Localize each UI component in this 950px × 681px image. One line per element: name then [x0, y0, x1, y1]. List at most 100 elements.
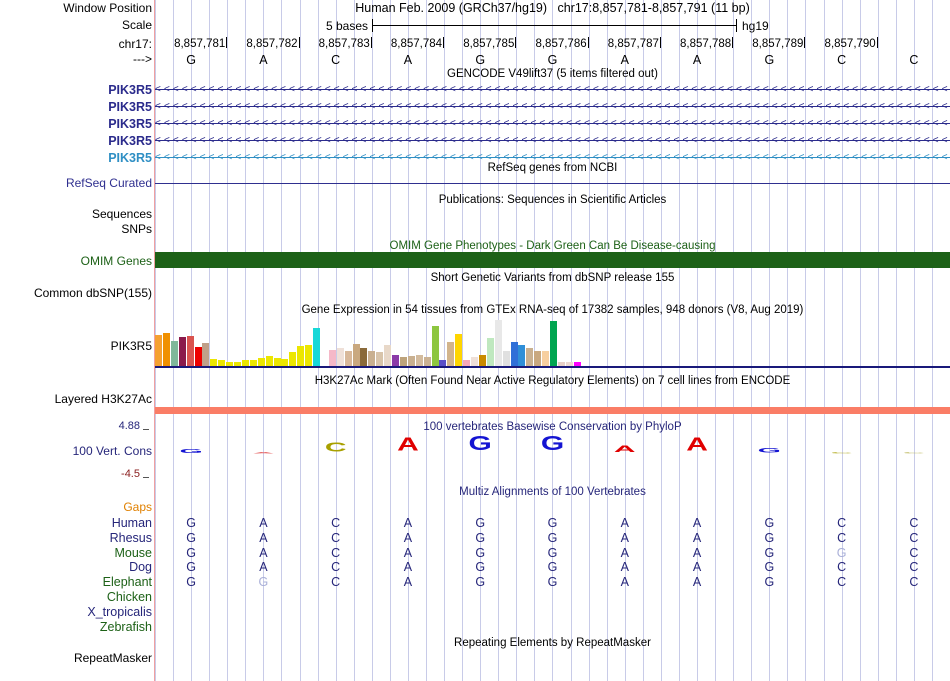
multiz-base: G [475, 560, 486, 574]
gtex-tissue-bar[interactable] [210, 359, 218, 366]
reference-base: A [620, 53, 629, 67]
gtex-bar-group [155, 320, 950, 366]
gtex-tissue-bar[interactable] [344, 351, 352, 366]
gtex-tissue-bar[interactable] [573, 362, 581, 366]
gtex-tissue-bar[interactable] [565, 362, 573, 366]
ruler-coordinate: 8,857,784 [390, 38, 443, 50]
gtex-tissue-bar[interactable] [234, 362, 241, 366]
gtex-tissue-bar[interactable] [368, 351, 376, 366]
gencode-strand-arrows: <<<<<<<<<<<<<<<<<<<<<<<<<<<<<<<<<<<<<<<<… [155, 135, 950, 146]
gtex-tissue-bar[interactable] [289, 352, 297, 366]
gtex-tissue-bar[interactable] [305, 345, 313, 366]
gencode-gene-label[interactable]: PIK3R5 [108, 83, 152, 97]
gtex-tissue-bar[interactable] [297, 346, 305, 366]
gtex-tissue-bar[interactable] [447, 342, 455, 366]
gtex-tissue-bar[interactable] [249, 360, 257, 366]
reference-base: G [547, 53, 558, 67]
gtex-tissue-bar[interactable] [550, 321, 557, 366]
refseq-gene-line[interactable] [155, 183, 950, 184]
gencode-gene-label[interactable]: PIK3R5 [108, 100, 152, 114]
reference-base: G [186, 53, 196, 67]
gtex-tissue-bar[interactable] [439, 360, 447, 366]
gtex-tissue-bar[interactable] [415, 355, 423, 366]
gtex-tissue-bar[interactable] [170, 341, 178, 366]
gtex-tissue-bar[interactable] [399, 357, 407, 366]
multiz-species-label[interactable]: Rhesus [109, 531, 152, 545]
gtex-tissue-bar[interactable] [320, 362, 328, 366]
gencode-gene-label[interactable]: PIK3R5 [108, 117, 152, 131]
gtex-tissue-bar[interactable] [226, 362, 234, 366]
gtex-tissue-bar[interactable] [542, 351, 550, 366]
gtex-tissue-bar[interactable] [392, 355, 399, 366]
reference-base: A [692, 53, 702, 67]
gencode-gene-line[interactable] [155, 123, 950, 124]
gencode-gene-line[interactable] [155, 89, 950, 90]
multiz-species-label[interactable]: Zebrafish [99, 620, 152, 634]
gtex-tissue-bar[interactable] [328, 350, 336, 366]
window-position-text: Human Feb. 2009 (GRCh37/hg19) chr17:8,85… [155, 1, 950, 15]
gtex-tissue-bar[interactable] [463, 360, 471, 366]
multiz-base: G [475, 531, 486, 545]
multiz-species-label[interactable]: Human [111, 516, 152, 530]
gtex-tissue-bar[interactable] [423, 357, 431, 366]
multiz-species-label[interactable]: Elephant [102, 575, 152, 589]
gtex-tissue-bar[interactable] [486, 338, 494, 366]
label-pik3r5-gtex: PIK3R5 [110, 339, 152, 353]
gtex-tissue-bar[interactable] [162, 333, 170, 366]
multiz-base: G [764, 546, 775, 560]
ruler-tick [659, 37, 661, 48]
gtex-tissue-bar[interactable] [455, 334, 463, 366]
h3k27ac-signal-bar[interactable] [155, 407, 950, 414]
gtex-tissue-bar[interactable] [273, 358, 281, 366]
gencode-gene-line[interactable] [155, 157, 950, 158]
multiz-species-label[interactable]: X_tropicalis [87, 605, 152, 619]
gtex-tissue-bar[interactable] [478, 355, 486, 366]
gtex-tissue-bar[interactable] [534, 351, 542, 366]
gtex-expression-chart[interactable] [155, 320, 950, 368]
gtex-tissue-bar[interactable] [557, 362, 565, 366]
gencode-gene-line[interactable] [155, 106, 950, 107]
gtex-tissue-bar[interactable] [510, 342, 518, 366]
conservation-base-logo: A [252, 452, 275, 455]
omim-gene-feature-bar[interactable] [155, 252, 950, 268]
gtex-tissue-bar[interactable] [202, 343, 210, 366]
gtex-tissue-bar[interactable] [313, 328, 320, 366]
gtex-tissue-bar[interactable] [407, 356, 415, 366]
multiz-base: G [186, 516, 196, 530]
gencode-strand-arrows: <<<<<<<<<<<<<<<<<<<<<<<<<<<<<<<<<<<<<<<<… [155, 101, 950, 112]
gtex-tissue-bar[interactable] [360, 348, 368, 366]
gencode-gene-line[interactable] [155, 140, 950, 141]
gtex-tissue-bar[interactable] [431, 326, 439, 366]
gtex-tissue-bar[interactable] [178, 337, 186, 366]
gencode-gene-label[interactable]: PIK3R5 [108, 134, 152, 148]
gtex-tissue-bar[interactable] [352, 344, 360, 366]
gtex-tissue-bar[interactable] [155, 335, 162, 366]
gtex-tissue-bar[interactable] [281, 359, 289, 366]
multiz-base: C [837, 560, 847, 574]
label-gaps: Gaps [123, 500, 152, 514]
gtex-tissue-bar[interactable] [384, 345, 392, 366]
gtex-tissue-bar[interactable] [194, 347, 202, 366]
gtex-tissue-bar[interactable] [518, 345, 526, 366]
gtex-tissue-bar[interactable] [257, 358, 265, 366]
gtex-tissue-bar[interactable] [376, 352, 384, 366]
gtex-tissue-bar[interactable] [494, 320, 502, 366]
gtex-tissue-bar[interactable] [186, 336, 194, 366]
multiz-species-label[interactable]: Mouse [114, 546, 152, 560]
gencode-gene-label[interactable]: PIK3R5 [108, 151, 152, 165]
gtex-tissue-bar[interactable] [526, 348, 534, 366]
gtex-tissue-bar[interactable] [336, 348, 344, 366]
gtex-tissue-bar[interactable] [265, 356, 273, 366]
multiz-species-label[interactable]: Dog [129, 560, 152, 574]
ruler-tick [370, 37, 372, 48]
gtex-tissue-bar[interactable] [218, 360, 226, 366]
multiz-species-label[interactable]: Chicken [106, 590, 152, 604]
ruler-tick [732, 37, 734, 48]
gencode-strand-arrows: <<<<<<<<<<<<<<<<<<<<<<<<<<<<<<<<<<<<<<<<… [155, 84, 950, 95]
gtex-tissue-bar[interactable] [502, 351, 510, 366]
assembly-title: Human Feb. 2009 (GRCh37/hg19) [355, 1, 548, 15]
gtex-tissue-bar[interactable] [471, 357, 478, 366]
gtex-tissue-bar[interactable] [241, 360, 249, 366]
